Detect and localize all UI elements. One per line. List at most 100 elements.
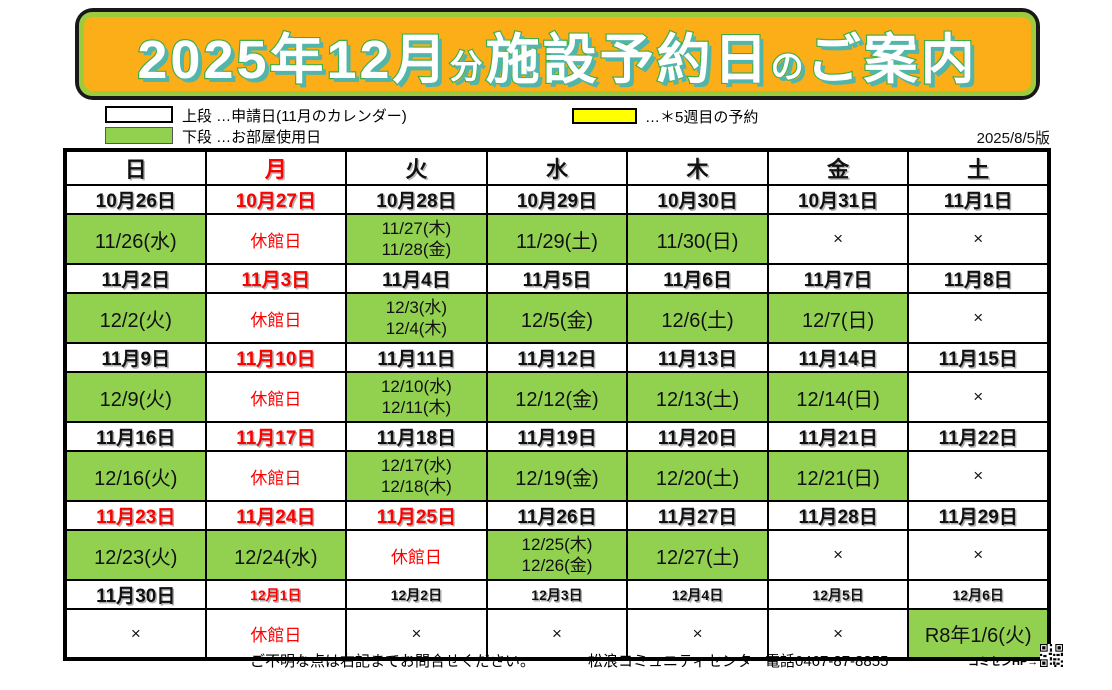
usage-cell: 12/14(日) xyxy=(766,371,910,423)
usage-cell: R8年1/6(火) xyxy=(907,608,1050,660)
reservation-calendar-table: 日月火水木金土 10月26日 10月27日 10月28日 10月29日 10月30日 10… xyxy=(63,148,1051,661)
legend-fifth-week-label: …＊5週目の予約 xyxy=(645,109,759,126)
usage-cell: × xyxy=(907,450,1050,502)
usage-cell: 12/25(木) 12/26(金) xyxy=(485,529,629,581)
application-date-row: 11月23日 11月24日 11月25日 11月26日 11月27日 11月28日 11月2… xyxy=(64,500,1050,531)
legend-application-swatch xyxy=(105,106,173,123)
application-date-row: 11月9日 11月10日 11月11日 11月12日 11月13日 11月14日 11月15… xyxy=(64,342,1050,373)
usage-cell: 11/30(日) xyxy=(626,213,769,265)
application-date-cell: 11月24日 xyxy=(204,500,348,531)
footer-center-name: 松浪コミュニティセンター xyxy=(588,653,768,670)
application-date-row: 11月2日 11月3日 11月4日 11月5日 11月6日 11月7日 11月8日 xyxy=(64,263,1050,294)
application-date-cell: 11月15日 xyxy=(907,342,1050,373)
application-date-cell: 11月13日 xyxy=(626,342,769,373)
usage-date-row: 12/16(火) 休館日 12/17(水) 12/18(木) 12/19(金) 12/20… xyxy=(64,450,1050,502)
application-date-cell: 11月25日 xyxy=(345,500,488,531)
page-title-segment: 施設予約日 xyxy=(484,28,771,90)
weekday-header-cell: 金 xyxy=(766,149,910,186)
legend-usage-swatch xyxy=(105,127,173,144)
page-title: 2025年12月分施設予約日のご案内 xyxy=(136,15,977,94)
application-date-cell: 10月26日 xyxy=(64,184,207,215)
application-date-cell: 11月28日 xyxy=(766,500,910,531)
application-date-cell: 11月10日 xyxy=(204,342,348,373)
usage-cell: × xyxy=(485,608,629,660)
usage-cell: 12/5(金) xyxy=(485,292,629,344)
usage-date-row: 12/2(火) 休館日 12/3(水) 12/4(木) 12/5(金) 12/6(土) 12… xyxy=(64,292,1050,344)
usage-cell: 12/23(火) xyxy=(64,529,207,581)
usage-cell: 12/12(金) xyxy=(485,371,629,423)
usage-cell: × xyxy=(766,213,910,265)
application-date-cell: 11月16日 xyxy=(64,421,207,452)
application-date-cell: 12月6日 xyxy=(907,579,1050,610)
legend-usage-label: 下段 …お部屋使用日 xyxy=(182,129,322,146)
application-date-cell: 12月4日 xyxy=(626,579,769,610)
application-date-cell: 11月11日 xyxy=(345,342,488,373)
usage-cell: 休館日 xyxy=(204,608,348,660)
usage-date-row: 11/26(水) 休館日 11/27(木) 11/28(金) 11/29(土) 11/30… xyxy=(64,213,1050,265)
usage-cell: 12/27(土) xyxy=(626,529,769,581)
usage-cell: 12/24(水) xyxy=(204,529,348,581)
footer-phone: 電話0467-87-8855 xyxy=(765,653,889,670)
usage-date-row: × 休館日 × × × × R8年1/6(火) xyxy=(64,608,1050,660)
application-date-row: 10月26日 10月27日 10月28日 10月29日 10月30日 10月31日 11月1… xyxy=(64,184,1050,215)
usage-cell: 12/2(火) xyxy=(64,292,207,344)
usage-cell: × xyxy=(907,213,1050,265)
usage-cell: 休館日 xyxy=(204,371,348,423)
usage-cell: 12/17(水) 12/18(木) xyxy=(345,450,488,502)
application-date-cell: 11月20日 xyxy=(626,421,769,452)
usage-cell: 12/19(金) xyxy=(485,450,629,502)
application-date-cell: 11月1日 xyxy=(907,184,1050,215)
weekday-header-row: 日月火水木金土 xyxy=(64,149,1050,186)
title-banner-orange-fill: 2025年12月分施設予約日のご案内 xyxy=(84,17,1031,91)
usage-cell: × xyxy=(626,608,769,660)
legend-fifth-week-swatch xyxy=(572,108,637,124)
application-date-cell: 11月9日 xyxy=(64,342,207,373)
usage-cell: × xyxy=(907,529,1050,581)
title-banner: 2025年12月分施設予約日のご案内 xyxy=(75,8,1040,100)
legend-application-label: 上段 …申請日(11月のカレンダー) xyxy=(182,108,407,125)
weekday-header-cell: 月 xyxy=(204,149,348,186)
usage-cell: × xyxy=(907,371,1050,423)
usage-cell: 12/20(土) xyxy=(626,450,769,502)
application-date-cell: 12月5日 xyxy=(766,579,910,610)
usage-cell: 休館日 xyxy=(204,292,348,344)
usage-cell: 12/10(水) 12/11(木) xyxy=(345,371,488,423)
application-date-cell: 11月18日 xyxy=(345,421,488,452)
usage-cell: 12/3(水) 12/4(木) xyxy=(345,292,488,344)
application-date-cell: 11月19日 xyxy=(485,421,629,452)
application-date-cell: 12月1日 xyxy=(204,579,348,610)
qr-code-icon xyxy=(1040,644,1063,667)
usage-cell: × xyxy=(64,608,207,660)
application-date-cell: 10月27日 xyxy=(204,184,348,215)
page-title-segment: 2025年12月 xyxy=(136,28,450,90)
application-date-cell: 11月2日 xyxy=(64,263,207,294)
usage-date-row: 12/9(火) 休館日 12/10(水) 12/11(木) 12/12(金) 12/13(… xyxy=(64,371,1050,423)
page-title-segment: の xyxy=(769,46,807,85)
weekday-header-cell: 日 xyxy=(64,149,207,186)
application-date-cell: 11月14日 xyxy=(766,342,910,373)
application-date-cell: 11月27日 xyxy=(626,500,769,531)
application-date-cell: 10月28日 xyxy=(345,184,488,215)
usage-cell: 休館日 xyxy=(204,450,348,502)
weekday-header-cell: 土 xyxy=(907,149,1050,186)
application-date-row: 11月16日 11月17日 11月18日 11月19日 11月20日 11月21日 11月2… xyxy=(64,421,1050,452)
footer-contact-note: ご不明な点は右記までお問合せください。 xyxy=(250,653,536,670)
usage-cell: 12/9(火) xyxy=(64,371,207,423)
page-title-segment: 分 xyxy=(448,46,486,85)
application-date-cell: 11月4日 xyxy=(345,263,488,294)
weekday-header-cell: 水 xyxy=(485,149,629,186)
application-date-cell: 11月3日 xyxy=(204,263,348,294)
usage-cell: × xyxy=(907,292,1050,344)
application-date-cell: 12月3日 xyxy=(485,579,629,610)
usage-cell: × xyxy=(766,608,910,660)
application-date-cell: 11月5日 xyxy=(485,263,629,294)
application-date-cell: 11月21日 xyxy=(766,421,910,452)
usage-cell: 休館日 xyxy=(204,213,348,265)
application-date-cell: 12月2日 xyxy=(345,579,488,610)
usage-cell: 12/16(火) xyxy=(64,450,207,502)
application-date-cell: 11月26日 xyxy=(485,500,629,531)
usage-cell: 12/21(日) xyxy=(766,450,910,502)
application-date-cell: 10月31日 xyxy=(766,184,910,215)
usage-cell: 11/26(水) xyxy=(64,213,207,265)
